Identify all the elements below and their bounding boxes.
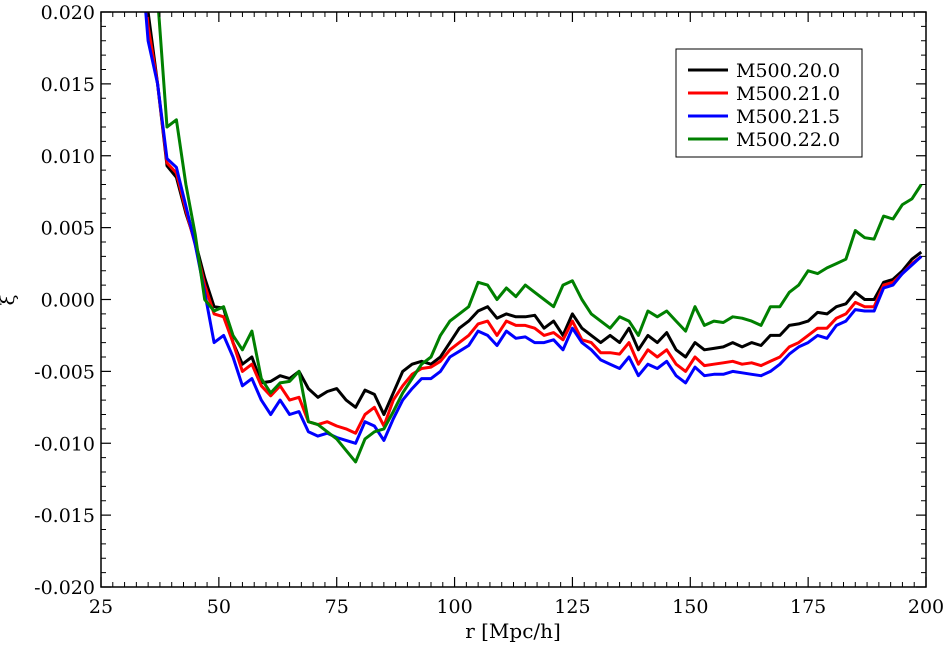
y-tick-label: 0.005 (41, 218, 95, 240)
x-tick-label: 50 (207, 596, 231, 618)
y-tick-label: 0.015 (41, 74, 95, 96)
x-tick-label: 150 (672, 596, 708, 618)
y-tick-label: -0.005 (34, 361, 95, 383)
y-axis-label: ξ (0, 294, 19, 305)
series-line-m500-21-5 (144, 12, 923, 445)
x-tick-label: 25 (89, 596, 113, 618)
x-tick-label: 200 (908, 596, 944, 618)
y-tick-label: -0.015 (34, 505, 95, 527)
x-tick-label: 75 (325, 596, 349, 618)
series-layer (144, 12, 923, 464)
x-tick-label: 125 (554, 596, 590, 618)
x-tick-label: 100 (436, 596, 472, 618)
tick-labels: 25 50 75 100 125 150 175 200 -0.020 -0.015 -0.010 -… (34, 2, 944, 618)
legend-label: M500.21.0 (736, 83, 840, 105)
legend-label: M500.21.5 (736, 106, 840, 128)
legend-label: M500.22.0 (736, 129, 840, 151)
series-line-m500-21-0 (145, 12, 923, 435)
series-line-m500-20-0 (146, 12, 923, 416)
y-tick-label: 0.010 (41, 146, 95, 168)
legend-label: M500.20.0 (736, 60, 840, 82)
x-axis-label: r [Mpc/h] (465, 619, 561, 643)
series-line-m500-22-0 (157, 12, 923, 464)
ticks-layer (100, 11, 927, 588)
y-tick-label: 0.020 (41, 2, 95, 24)
x-tick-label: 175 (790, 596, 826, 618)
y-tick-label: -0.010 (34, 433, 95, 455)
y-tick-label: -0.020 (34, 577, 95, 599)
y-tick-label: 0.000 (41, 290, 95, 312)
